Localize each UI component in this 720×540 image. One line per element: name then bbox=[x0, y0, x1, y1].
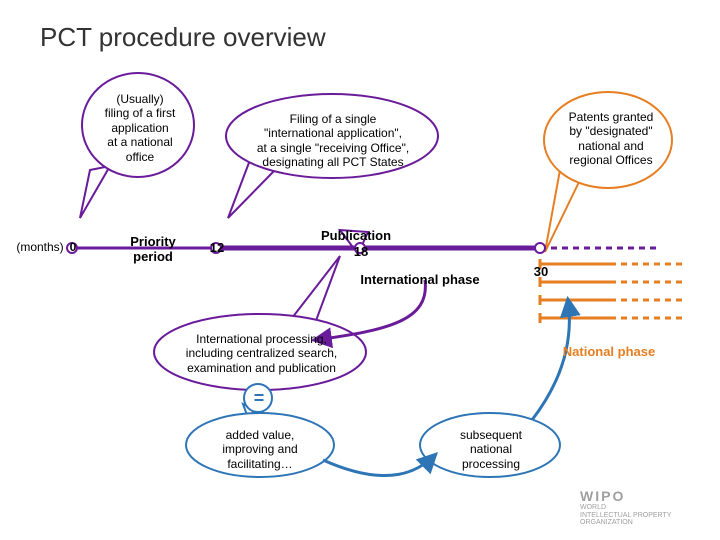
wipo-logo-text: WIPO bbox=[580, 488, 625, 504]
callout-national-proc: subsequent national processing bbox=[436, 428, 546, 471]
tail-equals bbox=[252, 376, 264, 388]
gantt-rows bbox=[540, 259, 685, 323]
publication-label: Publication bbox=[316, 228, 396, 243]
callout-intl-filing: Filing of a single "international applic… bbox=[238, 112, 428, 170]
intl-phase-label: International phase bbox=[340, 272, 500, 287]
callout-intl-proc: International processing, including cent… bbox=[164, 332, 359, 375]
diagram-svg bbox=[0, 0, 720, 540]
tick-30 bbox=[535, 243, 545, 253]
callout-first-filing: (Usually) filing of a first application … bbox=[90, 92, 190, 164]
months-label: (months) bbox=[10, 240, 70, 254]
tail-first-filing bbox=[80, 166, 110, 218]
arrow-nproc-to-gantt bbox=[532, 300, 569, 420]
timeline-12: 12 bbox=[208, 240, 226, 255]
callout-added-value: added value, improving and facilitating… bbox=[200, 428, 320, 471]
natl-phase-label: National phase bbox=[544, 344, 674, 359]
equals-label: = bbox=[251, 388, 267, 409]
priority-label: Priority period bbox=[118, 234, 188, 264]
tail-patents bbox=[545, 170, 580, 252]
callout-patents: Patents granted by "designated" national… bbox=[556, 110, 666, 168]
timeline-0: 0 bbox=[68, 240, 78, 254]
arrow-added-to-nproc bbox=[323, 455, 435, 476]
timeline-18: 18 bbox=[352, 244, 370, 259]
arrow-intl-to-proc bbox=[315, 280, 425, 340]
page-title: PCT procedure overview bbox=[40, 22, 326, 53]
timeline-30: 30 bbox=[532, 264, 550, 279]
wipo-subtitle: WORLD INTELLECTUAL PROPERTY ORGANIZATION bbox=[580, 504, 671, 527]
tail-intl-proc bbox=[292, 256, 340, 326]
